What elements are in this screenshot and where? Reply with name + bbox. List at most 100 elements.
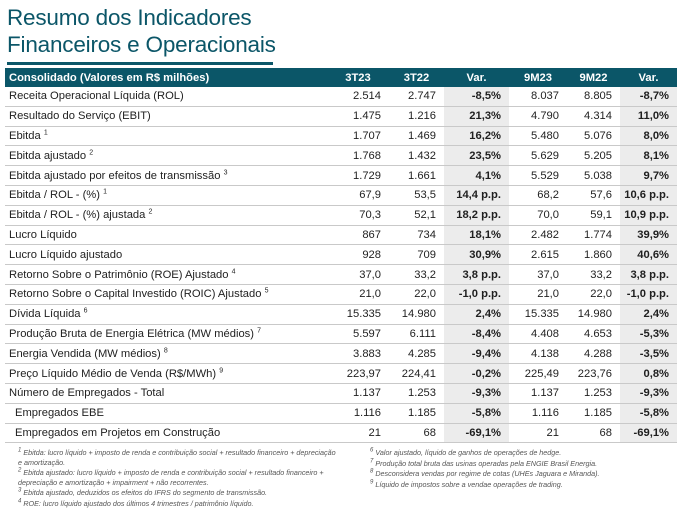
footnote: 9 Líquido de impostos sobre a vendae ope… (370, 479, 670, 490)
footnote-text: Ebitda ajustado, deduzidos os efeitos do… (21, 488, 268, 498)
header-var-quarter: Var. (444, 68, 509, 87)
row-label: Empregados EBE (5, 403, 327, 424)
value-3t23: 1.475 (327, 106, 389, 127)
var-quarter: -8,5% (444, 87, 509, 107)
value-9m22: 22,0 (567, 284, 620, 305)
footnote-ref: 1 (43, 129, 48, 137)
row-label: Número de Empregados - Total (5, 383, 327, 404)
footnote-ref: 5 (264, 287, 269, 295)
var-quarter: 23,5% (444, 145, 509, 167)
header-9m23: 9M23 (509, 68, 567, 87)
footnote-number: 2 (18, 467, 22, 474)
value-9m23: 2.482 (509, 225, 567, 246)
row-label-text: Lucro Líquido ajustado (9, 248, 123, 261)
var-quarter: 3,8 p.p. (444, 264, 509, 285)
value-3t23: 67,9 (327, 185, 389, 206)
value-3t23: 1.768 (327, 145, 389, 167)
row-label-text: Empregados EBE (15, 407, 104, 420)
table-row: Energia Vendida (MW médios) 8 3.883 4.285-… (5, 343, 677, 365)
header-9m22: 9M22 (567, 68, 620, 87)
value-9m22: 33,2 (567, 264, 620, 285)
value-9m22: 5.038 (567, 165, 620, 186)
value-3t23: 21 (327, 423, 389, 444)
var-quarter: -69,1% (444, 423, 509, 444)
var-quarter: 30,9% (444, 244, 509, 266)
indicators-table: Consolidado (Valores em R$ milhões) 3T23… (5, 68, 677, 444)
table-row: Dívida Líquida 6 15.335 14.980 2,4% 15.335 14… (5, 304, 677, 325)
row-label: Ebitda ajustado 2 (5, 145, 327, 167)
value-3t22: 224,41 (389, 363, 444, 384)
footnote-number: 1 (18, 447, 22, 454)
var-9m: 39,9% (620, 225, 677, 246)
value-9m23: 8.037 (509, 87, 567, 107)
row-label: Ebitda / ROL - (%) 1 (5, 185, 327, 206)
row-label-text: Energia Vendida (MW médios) (9, 347, 164, 360)
value-9m22: 4.653 (567, 324, 620, 345)
var-9m: 3,8 p.p. (620, 264, 677, 285)
table-row: Ebitda ajustado 2 1.768 1.432 23,5% 5.629 5.2… (5, 145, 677, 167)
var-9m: 0,8% (620, 363, 677, 384)
row-label-text: Preço Líquido Médio de Venda (R$/MWh) (9, 367, 220, 380)
value-3t22: 709 (389, 244, 444, 266)
row-label-text: Produção Bruta de Energia Elétrica (MW m… (9, 327, 258, 340)
var-quarter: 14,4 p.p. (444, 185, 509, 206)
value-3t22: 22,0 (389, 284, 444, 305)
value-9m22: 1.774 (567, 225, 620, 246)
table-row: Resultado do Serviço (EBIT) 1.475 1.216 21,… (5, 106, 677, 127)
footnote-number: 7 (370, 458, 374, 465)
value-3t23: 70,3 (327, 205, 389, 226)
footnote-text: Produção total bruta das usinas operadas… (373, 458, 598, 468)
footnote-number: 3 (18, 487, 22, 494)
var-quarter: 21,3% (444, 106, 509, 127)
table-row: Empregados EBE 1.116 1.185 -5,8% 1.116 1.185-… (5, 403, 677, 424)
var-9m: -69,1% (620, 423, 677, 444)
table-row: Produção Bruta de Energia Elétrica (MW m… (5, 324, 677, 345)
row-label: Preço Líquido Médio de Venda (R$/MWh) 9 (5, 363, 327, 384)
footnote: 4 ROE: lucro líquido ajustado dos último… (18, 499, 340, 509)
row-label: Ebitda ajustado por efeitos de transmiss… (5, 165, 327, 186)
footnote-number: 6 (370, 447, 374, 454)
value-9m23: 5.629 (509, 145, 567, 167)
row-label-text: Resultado do Serviço (EBIT) (9, 110, 151, 123)
table-header-row: Consolidado (Valores em R$ milhões) 3T23… (5, 68, 677, 87)
value-9m22: 1.185 (567, 403, 620, 424)
value-9m22: 14.980 (567, 304, 620, 325)
row-label: Dívida Líquida 6 (5, 304, 327, 325)
footnote-ref: 8 (163, 347, 168, 355)
value-3t23: 1.137 (327, 383, 389, 404)
value-3t23: 2.514 (327, 87, 389, 107)
value-3t22: 1.253 (389, 383, 444, 404)
footnote: 6 Valor ajustado, líquido de ganhos de o… (370, 448, 670, 458)
var-9m: 2,4% (620, 304, 677, 325)
title-line-1: Resumo dos Indicadores (7, 5, 252, 30)
var-9m: 9,7% (620, 165, 677, 186)
footnote-text: Ebitda: lucro líquido + imposto de renda… (18, 448, 336, 467)
table-row: Preço Líquido Médio de Venda (R$/MWh) 9 2… (5, 363, 677, 384)
table-row: Retorno Sobre o Capital Investido (ROIC)… (5, 284, 677, 305)
value-3t22: 14.980 (389, 304, 444, 325)
value-3t22: 52,1 (389, 205, 444, 226)
footnote-text: ROE: lucro líquido ajustado dos últimos … (21, 498, 254, 508)
value-3t23: 928 (327, 244, 389, 266)
value-9m23: 225,49 (509, 363, 567, 384)
footnote-ref: 2 (89, 149, 94, 157)
footnote-ref: 7 (257, 327, 261, 335)
value-9m22: 8.805 (567, 87, 620, 107)
var-quarter: -1,0 p.p. (444, 284, 509, 305)
row-label-text: Ebitda (9, 129, 44, 142)
row-label-text: Retorno Sobre o Patrimônio (ROE) Ajustad… (9, 268, 232, 281)
var-9m: -8,7% (620, 87, 677, 107)
var-9m: 10,9 p.p. (620, 205, 677, 226)
table-row: Ebitda / ROL - (%) ajustada 2 70,3 52,1 18,… (5, 205, 677, 226)
footnote-number: 4 (18, 498, 22, 505)
header-consolidado: Consolidado (Valores em R$ milhões) (5, 68, 327, 87)
footnote: 2 Ebitda ajustado: lucro líquido + impos… (18, 468, 340, 487)
row-label-text: Dívida Líquida (9, 308, 84, 321)
footnote-ref: 1 (103, 188, 107, 196)
value-9m22: 223,76 (567, 363, 620, 384)
var-9m: -5,3% (620, 324, 677, 345)
footnote-ref: 3 (223, 168, 228, 176)
row-label-text: Ebitda ajustado (9, 149, 90, 162)
table-row: Lucro Líquido 867 734 18,1% 2.482 1.774 39,9% (5, 225, 677, 246)
var-9m: 11,0% (620, 106, 677, 127)
